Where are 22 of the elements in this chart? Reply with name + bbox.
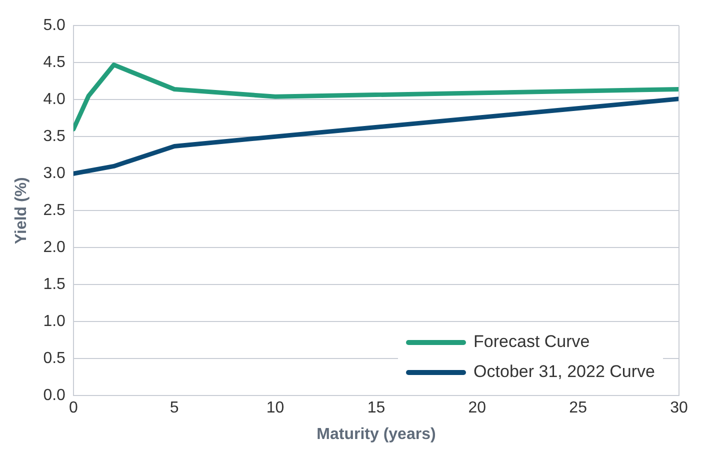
x-tick-label: 0 (68, 400, 78, 417)
y-tick-label: 2.5 (43, 202, 66, 220)
y-tick-label: 0.5 (43, 350, 66, 368)
x-tick-label: 5 (170, 400, 179, 417)
x-tick-label: 25 (569, 400, 588, 417)
x-axis-title: Maturity (years) (316, 426, 436, 443)
x-tick-label: 30 (670, 400, 688, 417)
y-tick-label: 2.0 (43, 239, 66, 256)
y-tick-label: 4.0 (43, 91, 66, 108)
legend-label: Forecast Curve (474, 332, 590, 352)
y-axis-title: Yield (%) (13, 177, 30, 244)
y-tick-label: 0.0 (43, 387, 66, 404)
x-tick-label: 10 (266, 400, 284, 417)
legend-label: October 31, 2022 Curve (474, 362, 655, 382)
x-tick-label: 20 (468, 400, 486, 417)
y-tick-label: 4.5 (43, 54, 66, 72)
y-tick-label: 1.0 (43, 313, 66, 330)
y-tick-label: 3.0 (43, 165, 66, 182)
y-tick-label: 5.0 (43, 17, 66, 34)
y-tick-label: 1.5 (43, 276, 66, 294)
x-tick-label: 15 (367, 400, 386, 417)
y-tick-label: 3.5 (43, 128, 66, 146)
